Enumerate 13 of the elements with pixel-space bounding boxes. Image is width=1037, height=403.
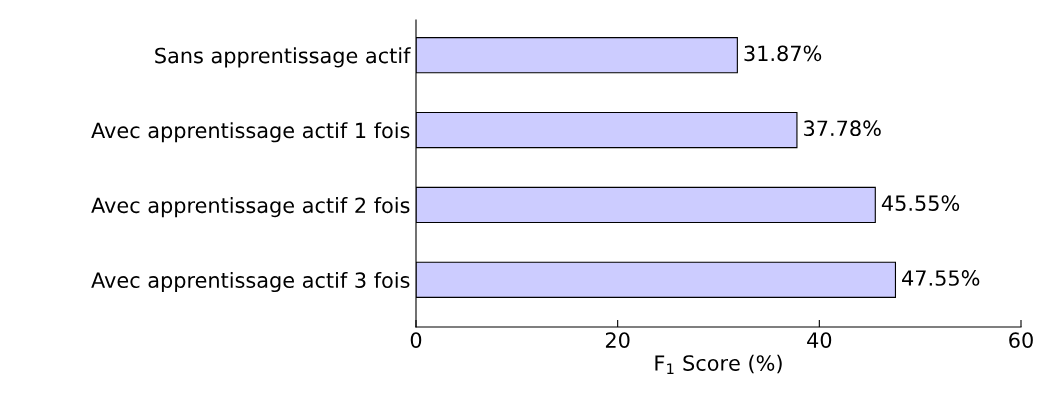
y-tick-label: Sans apprentissage actif (155, 47, 411, 68)
x-tick-label: 0 (410, 332, 422, 348)
y-tick-label: Avec apprentissage actif 2 fois (91, 197, 410, 218)
y-tick-label: Avec apprentissage actif 1 fois (91, 122, 410, 143)
x-axis-title: F$_{1}$ Score (%) (655, 354, 782, 375)
x-tick-label: 20 (605, 332, 630, 348)
x-tick-label: 40 (807, 332, 832, 348)
y-tick-label: Avec apprentissage actif 3 fois (91, 271, 410, 293)
data-label: 37.78% (804, 120, 881, 137)
data-label: 45.55% (881, 195, 960, 211)
x-tick-label: 60 (1009, 332, 1033, 348)
data-label: 31.87% (744, 45, 822, 62)
data-label: 47.55% (902, 270, 980, 286)
